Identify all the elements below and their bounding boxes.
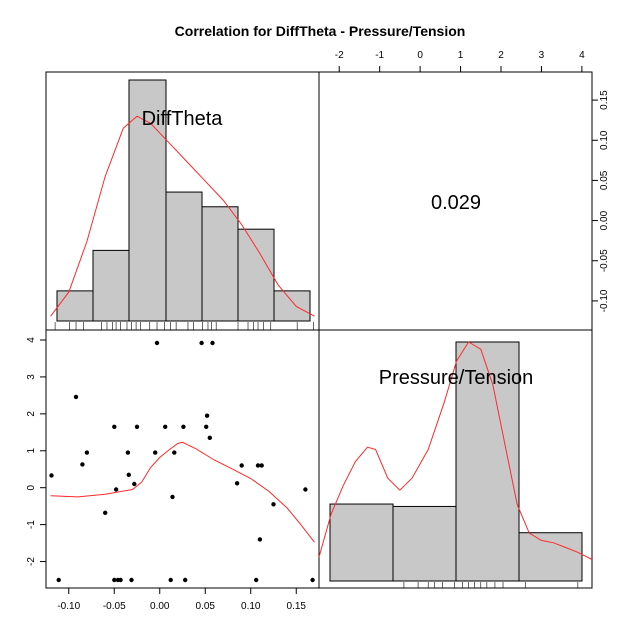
scatter-point — [257, 537, 263, 542]
correlation-value: 0.029 — [431, 192, 481, 214]
y-axis-tick-label-left: 4 — [26, 337, 37, 343]
histogram-bar-difftheta — [92, 249, 130, 322]
y-axis-tick-label-left: -2 — [26, 557, 37, 566]
scatter-point — [172, 450, 177, 455]
x-axis-tick-label-bottom: 0.10 — [241, 601, 261, 612]
y-axis-tick-label-right: -0.05 — [599, 249, 610, 272]
scatter-point — [153, 450, 158, 455]
scatter-point — [303, 487, 308, 492]
scatter-point — [310, 577, 315, 583]
scatter-point — [210, 340, 215, 346]
y-axis-tick-label-right: 0.10 — [599, 130, 610, 150]
x-axis-tick-label-bottom: -0.05 — [103, 601, 126, 612]
histogram-bar-difftheta — [273, 290, 311, 322]
y-axis-tick-label-right: 0.15 — [599, 90, 610, 110]
x-axis-tick-label-top: -2 — [335, 50, 344, 61]
x-axis-tick-label-bottom: -0.10 — [57, 601, 80, 612]
chart-title: Correlation for DiffTheta - Pressure/Ten… — [175, 23, 466, 39]
panel-bottom-left-frame — [45, 329, 320, 589]
scatter-point — [80, 462, 85, 467]
scatter-point — [154, 340, 160, 346]
histogram-bar-pressure — [392, 505, 457, 582]
scatter-point — [271, 502, 276, 507]
scatter-point — [255, 463, 261, 468]
scatter-point — [112, 424, 117, 429]
y-axis-tick-label-left: -1 — [26, 520, 37, 529]
x-axis-tick-label-bottom: 0.00 — [150, 601, 170, 612]
scatter-point — [125, 450, 131, 455]
y-axis-tick-label-left: 2 — [26, 411, 37, 417]
scatter-point — [118, 577, 123, 583]
panel-bottom-right-frame — [318, 329, 593, 589]
scatter-point — [163, 424, 168, 429]
histogram-bar-pressure — [518, 532, 583, 582]
scatter-point — [234, 481, 240, 486]
scatter-point — [254, 577, 259, 583]
scatter-point — [181, 424, 186, 429]
y-axis-tick-label-left: 3 — [26, 374, 37, 380]
density-line-pressure — [318, 341, 593, 560]
scatter-point — [207, 435, 212, 440]
scatter-point — [126, 472, 131, 477]
x-axis-tick-label-top: 3 — [539, 50, 545, 61]
scatter-point — [204, 413, 210, 418]
scatter-point — [129, 577, 134, 583]
scatter-point — [132, 481, 137, 487]
scatter-point — [259, 463, 264, 468]
scatter-point — [113, 487, 119, 492]
diag-label-difftheta: DiffTheta — [142, 108, 224, 130]
y-axis-tick-label-left: 0 — [26, 484, 37, 490]
histogram-bar-difftheta — [201, 206, 239, 322]
histogram-bar-difftheta — [165, 191, 203, 322]
x-axis-tick-label-top: 2 — [498, 50, 504, 61]
density-line-difftheta — [50, 115, 315, 317]
scatter-point — [56, 577, 61, 583]
scatter-point — [73, 394, 79, 400]
scatter-point — [84, 450, 90, 455]
lowess-line — [50, 441, 315, 543]
x-axis-tick-label-top: -1 — [375, 50, 384, 61]
x-axis-tick-label-bottom: 0.15 — [287, 601, 307, 612]
x-axis-tick-label-bottom: 0.05 — [196, 601, 216, 612]
histogram-bar-difftheta — [237, 228, 275, 322]
y-axis-tick-label-right: 0.00 — [599, 210, 610, 230]
y-axis-tick-label-right: -0.10 — [599, 289, 610, 312]
scatter-point — [112, 577, 117, 583]
histogram-bar-pressure — [329, 503, 394, 582]
scatter-point — [204, 424, 209, 429]
histogram-bar-difftheta — [128, 79, 167, 322]
scatter-point — [134, 424, 140, 429]
scatter-point — [199, 340, 204, 346]
scatter-point — [103, 510, 108, 515]
scatter-point — [170, 494, 175, 500]
diag-label-pressure-tension: Pressure/Tension — [379, 367, 534, 389]
scatter-point — [183, 577, 188, 583]
x-axis-tick-label-top: 0 — [417, 50, 423, 61]
y-axis-tick-label-left: 1 — [26, 448, 37, 454]
histogram-bar-difftheta — [56, 290, 94, 322]
x-axis-tick-label-top: 4 — [579, 50, 585, 61]
x-axis-tick-label-top: 1 — [458, 50, 464, 61]
scatter-point — [49, 473, 54, 478]
scatter-point — [168, 577, 173, 583]
scatter-point — [239, 463, 244, 468]
y-axis-tick-label-right: 0.05 — [599, 170, 610, 190]
